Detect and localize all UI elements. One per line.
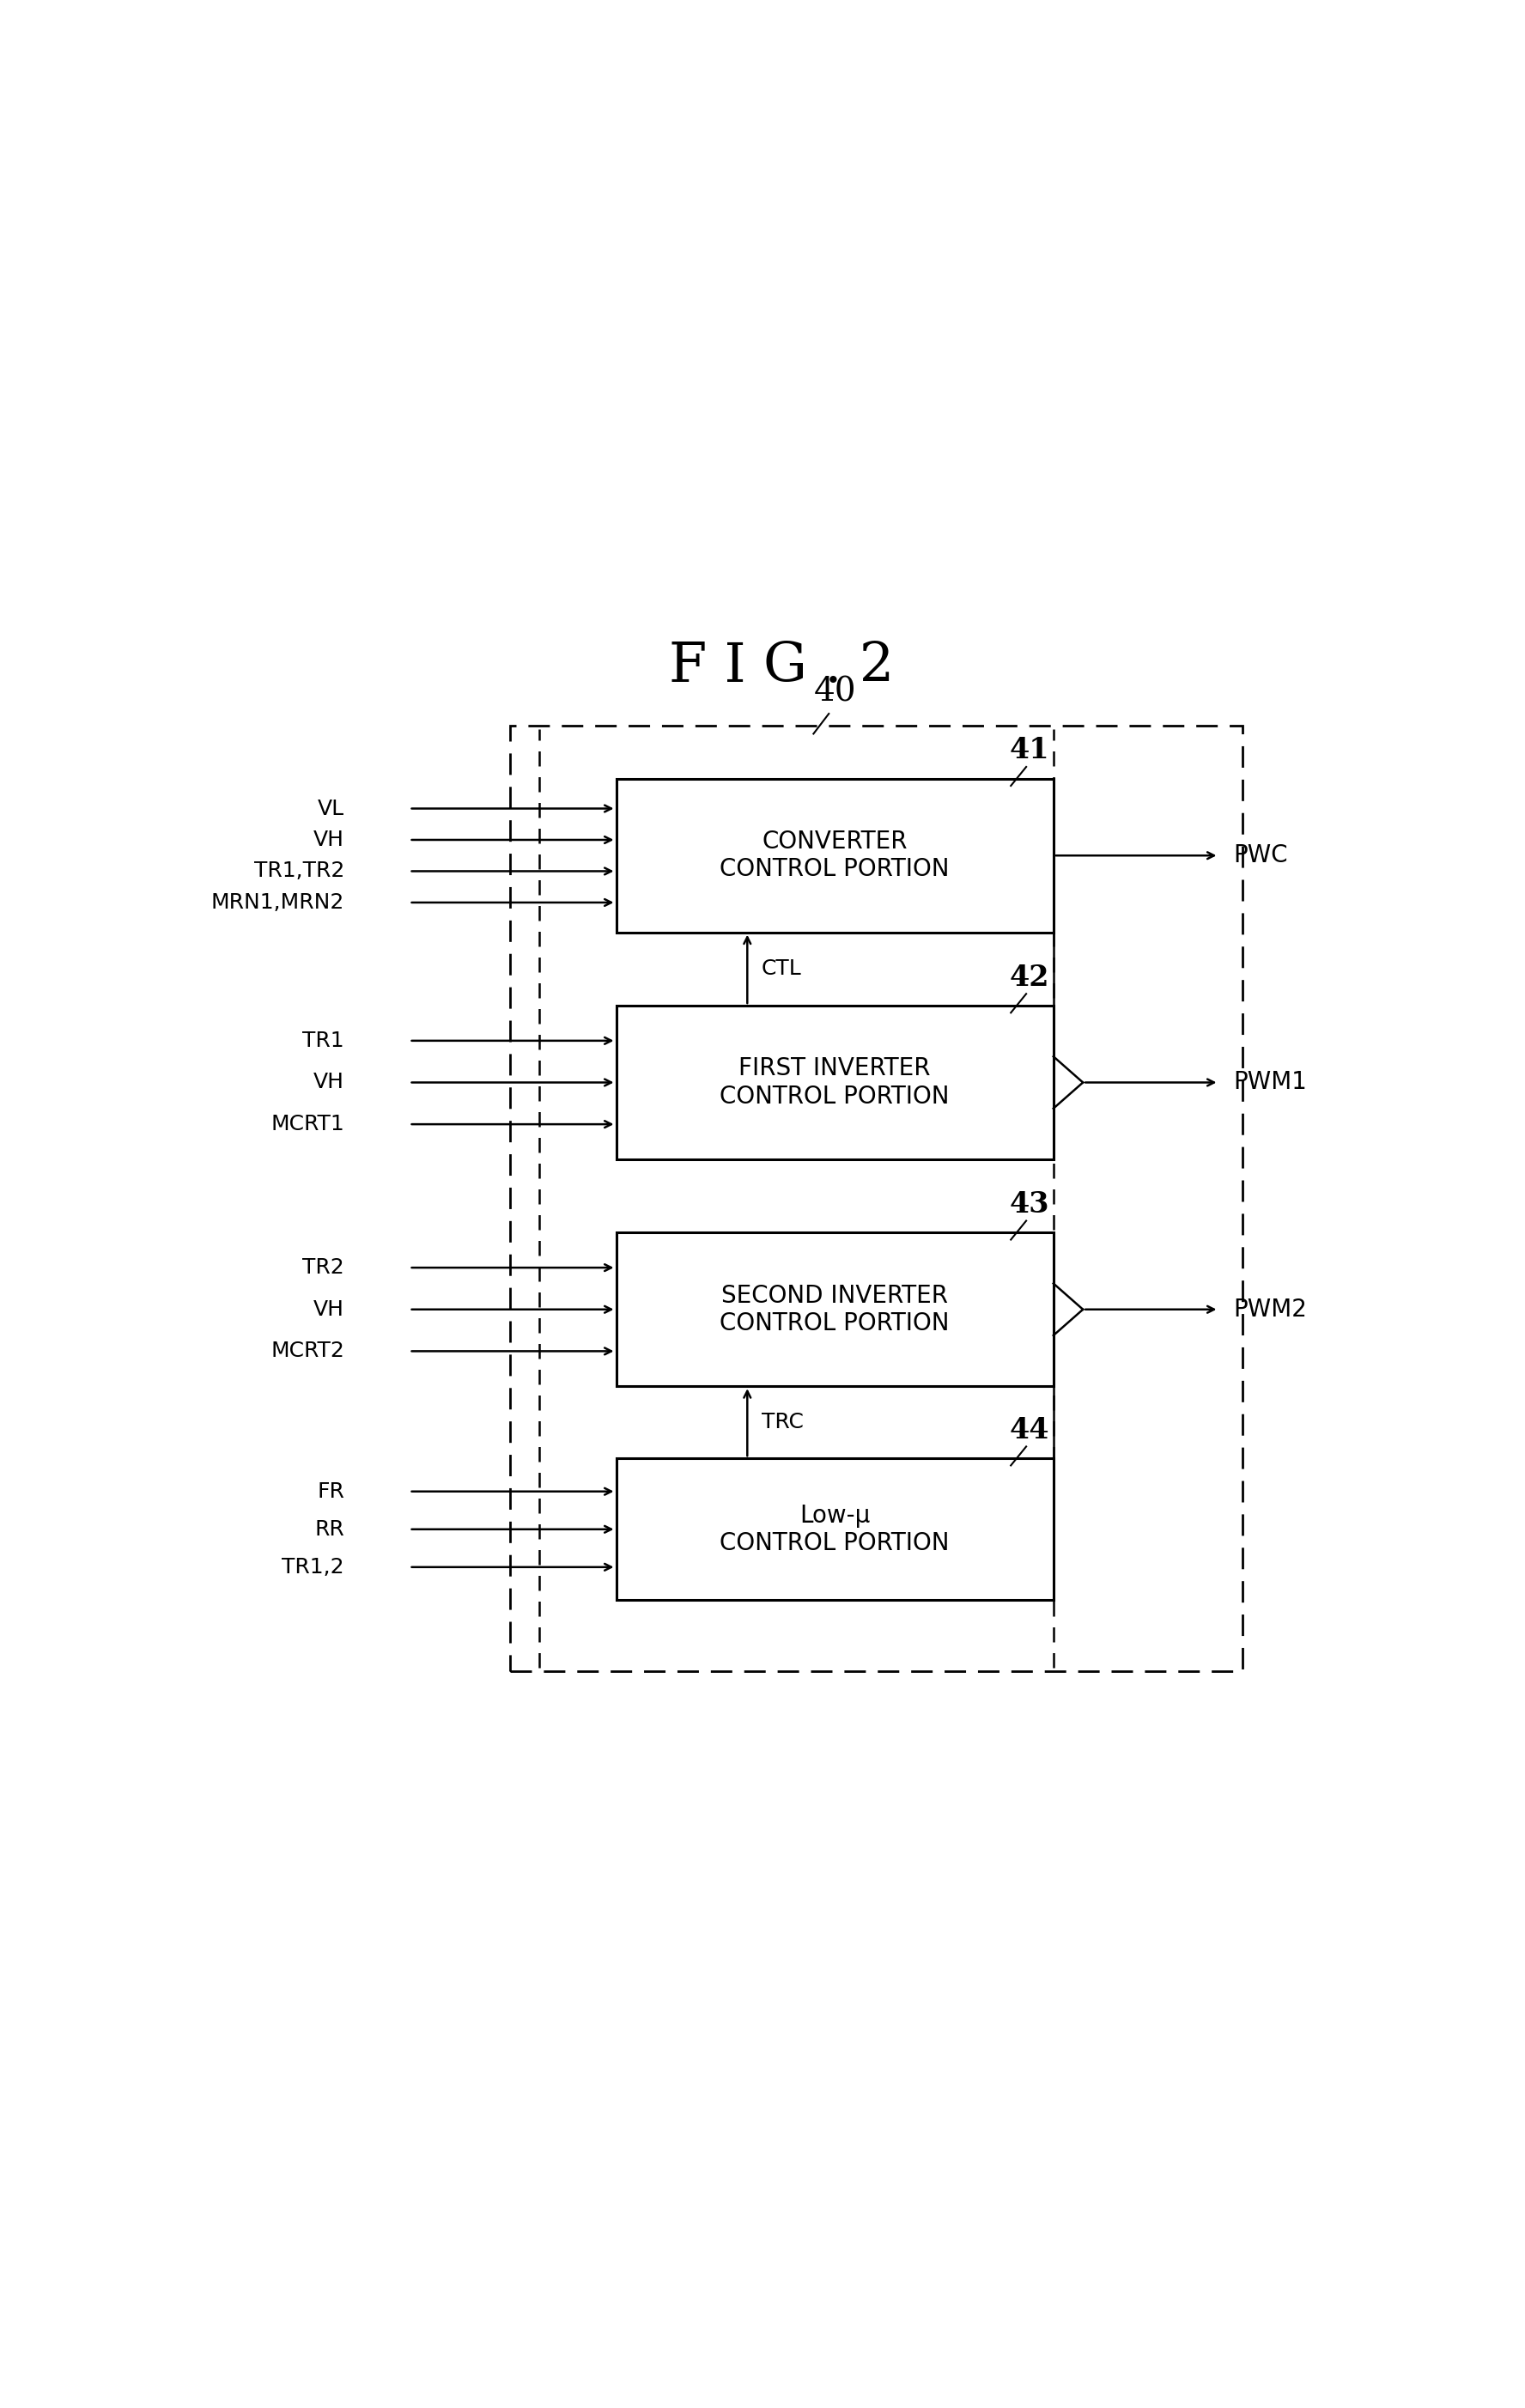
Text: VL: VL — [317, 797, 345, 819]
Text: RR: RR — [314, 1519, 345, 1539]
Text: FIRST INVERTER
CONTROL PORTION: FIRST INVERTER CONTROL PORTION — [720, 1057, 950, 1108]
Text: 43: 43 — [1010, 1190, 1049, 1218]
Text: 41: 41 — [1010, 737, 1049, 763]
Text: TRC: TRC — [761, 1411, 804, 1433]
Bar — [616, 778, 1054, 932]
Bar — [616, 1007, 1054, 1158]
Text: PWM2: PWM2 — [1234, 1298, 1307, 1322]
Text: TR2: TR2 — [302, 1257, 345, 1279]
Text: Low-μ
CONTROL PORTION: Low-μ CONTROL PORTION — [720, 1503, 950, 1556]
Text: VH: VH — [313, 831, 345, 850]
Text: PWC: PWC — [1234, 843, 1287, 867]
Bar — [616, 1459, 1054, 1601]
Text: CTL: CTL — [761, 958, 802, 980]
Text: CONVERTER
CONTROL PORTION: CONVERTER CONTROL PORTION — [720, 831, 950, 881]
Text: TR1,2: TR1,2 — [282, 1558, 345, 1577]
Text: TR1,TR2: TR1,TR2 — [253, 862, 345, 881]
Text: MRN1,MRN2: MRN1,MRN2 — [210, 893, 345, 913]
Text: PWM1: PWM1 — [1234, 1072, 1307, 1096]
Text: SECOND INVERTER
CONTROL PORTION: SECOND INVERTER CONTROL PORTION — [720, 1283, 950, 1336]
Text: 44: 44 — [1010, 1416, 1049, 1445]
Bar — [616, 1233, 1054, 1387]
Text: TR1: TR1 — [302, 1031, 345, 1050]
Text: MCRT1: MCRT1 — [270, 1115, 345, 1134]
Text: 42: 42 — [1010, 963, 1049, 992]
Text: VH: VH — [313, 1072, 345, 1093]
Text: FR: FR — [317, 1481, 345, 1503]
Text: MCRT2: MCRT2 — [270, 1341, 345, 1361]
Text: VH: VH — [313, 1298, 345, 1320]
Text: 40: 40 — [813, 677, 856, 708]
Bar — [509, 725, 1243, 1671]
Text: F I G . 2: F I G . 2 — [669, 641, 894, 694]
